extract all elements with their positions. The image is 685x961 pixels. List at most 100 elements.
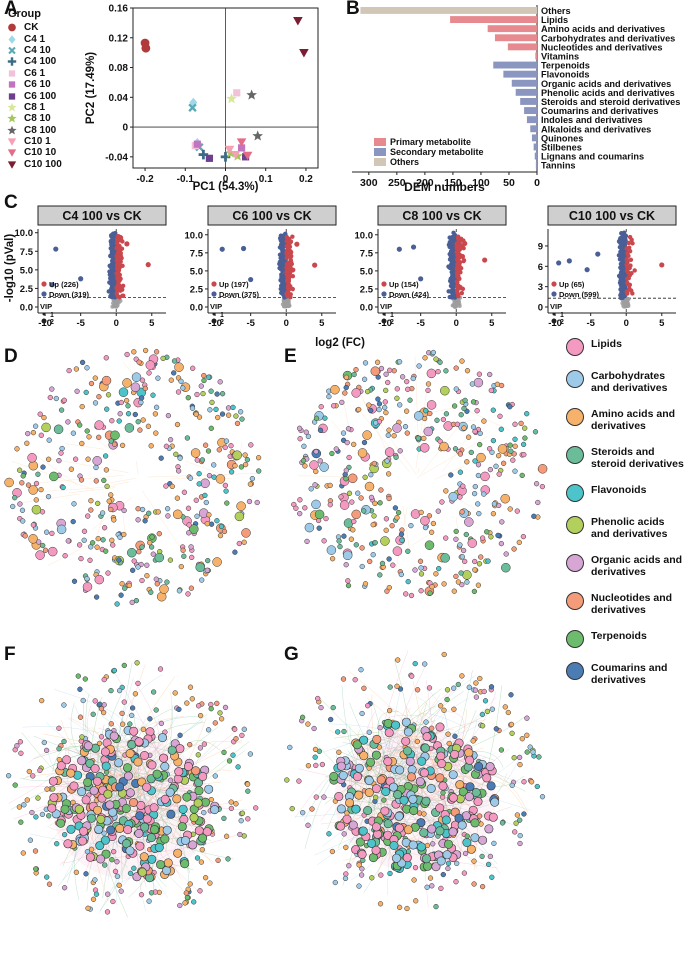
network-node: [351, 804, 361, 814]
network-node: [255, 455, 262, 461]
network-node: [326, 831, 332, 837]
network-node: [79, 734, 85, 740]
network-node: [137, 427, 143, 433]
network-node: [38, 432, 44, 438]
network-node: [208, 521, 215, 527]
legend-marker: [8, 92, 16, 100]
network-node: [134, 828, 144, 838]
network-node: [82, 582, 93, 592]
network-node: [473, 377, 484, 388]
network-node: [201, 377, 207, 384]
network-node: [218, 716, 225, 722]
network-node: [460, 547, 467, 554]
network-node: [194, 855, 201, 861]
network-node: [418, 588, 424, 594]
network-node: [355, 490, 361, 496]
network-node: [489, 706, 496, 712]
network-node: [20, 850, 26, 856]
network-legend-item: Coumarins and derivatives: [566, 662, 684, 686]
panel-label-g: G: [284, 644, 299, 665]
panel-label-f: F: [4, 644, 16, 665]
network-node: [33, 814, 39, 820]
network-node: [487, 371, 493, 378]
network-node: [403, 825, 413, 835]
marker-bar: [224, 152, 227, 162]
network-node: [479, 711, 486, 718]
network-node: [131, 558, 137, 564]
network-node: [383, 387, 389, 394]
network-node: [464, 517, 474, 527]
network-node: [344, 439, 350, 446]
network-node: [477, 441, 483, 448]
network-node: [379, 560, 386, 567]
volcano-title-bar: [37, 205, 167, 226]
network-node: [85, 905, 91, 911]
network-node: [462, 397, 468, 404]
volcano-point: [618, 236, 623, 242]
volcano-point: [286, 266, 292, 271]
volcano-vip-title: VIP: [380, 302, 392, 311]
network-node: [363, 805, 373, 815]
pca-point: [141, 43, 151, 53]
network-node: [358, 872, 365, 878]
network-node: [147, 716, 153, 722]
network-node: [208, 706, 214, 712]
legend-swatch-icon: [566, 592, 584, 610]
network-node: [189, 405, 196, 411]
network-node: [512, 829, 518, 835]
network-node: [221, 815, 227, 822]
network-node: [380, 536, 390, 546]
pca-xtick-label: -0.1: [177, 174, 195, 185]
network-node: [124, 423, 135, 433]
network-node: [155, 509, 161, 515]
legend-swatch-icon: [566, 408, 584, 426]
legend-swatch-icon: [566, 662, 584, 680]
volcano-ytick-label: 5.0: [20, 265, 33, 276]
network-edge: [148, 472, 265, 478]
volcano-xtick-label: -10: [38, 318, 52, 329]
network-node: [214, 700, 220, 707]
bar-legend-label: Secondary metabolite: [390, 147, 484, 157]
legend-marker-icon: [7, 57, 17, 67]
network-node: [96, 394, 102, 400]
network-node: [138, 892, 145, 898]
network-node: [484, 708, 491, 715]
network-node: [248, 442, 254, 448]
volcano-point: [280, 302, 285, 307]
volcano-point: [450, 241, 455, 246]
network-node: [155, 375, 161, 381]
network-node: [126, 582, 132, 589]
network-node: [394, 823, 404, 833]
network-node: [103, 467, 110, 473]
volcano-point: [630, 241, 635, 246]
pca-point: [220, 152, 231, 162]
network-node: [392, 546, 403, 556]
network-node: [302, 463, 308, 469]
network-node: [201, 372, 207, 379]
network-node: [412, 660, 418, 667]
network-node: [359, 563, 365, 570]
network-node: [376, 406, 382, 413]
network-node: [383, 819, 393, 829]
network-node: [408, 794, 418, 804]
network-node: [411, 877, 417, 883]
network-node: [297, 497, 303, 503]
volcano-point: [456, 284, 461, 290]
network-node: [121, 531, 127, 538]
network-node: [408, 522, 414, 529]
network-node: [93, 805, 103, 815]
network-node: [448, 491, 458, 502]
network-node: [394, 395, 400, 401]
network-node: [80, 697, 86, 704]
network-node: [47, 803, 57, 813]
volcano-point: [617, 240, 623, 245]
network-node: [202, 492, 208, 499]
network-node: [123, 825, 133, 835]
network-node: [448, 472, 454, 478]
network-node: [238, 464, 245, 470]
network-edge: [395, 709, 467, 838]
network-node: [441, 581, 447, 587]
network-node: [318, 704, 324, 711]
network-node: [339, 399, 345, 406]
